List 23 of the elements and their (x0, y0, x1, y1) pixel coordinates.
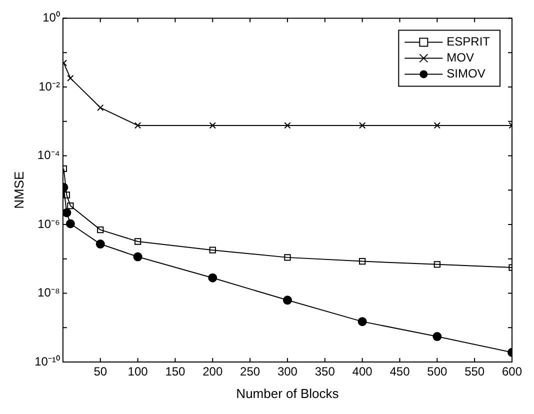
x-tick-label: 600 (502, 364, 522, 379)
x-tick-label: 50 (94, 364, 108, 379)
x-tick-label: 250 (240, 364, 260, 379)
legend-label: MOV (446, 50, 474, 65)
y-tick-label: 10⁻⁸ (38, 286, 60, 300)
x-tick-label: 500 (427, 364, 448, 379)
x-tick-label: 100 (128, 364, 148, 379)
legend-label: ESPRIT (446, 34, 491, 49)
x-tick-label: 200 (202, 364, 223, 379)
x-tick-label: 150 (165, 364, 186, 379)
y-tick-label: 10⁻⁶ (38, 216, 60, 231)
x-tick-label: 550 (464, 364, 485, 379)
legend-label: SIMOV (446, 66, 486, 81)
x-tick-label: 350 (314, 364, 336, 379)
y-tick-label: 10⁻¹⁰ (34, 354, 60, 368)
y-tick-label: 10⁻² (38, 79, 60, 94)
x-axis-title: Number of Blocks (236, 386, 340, 401)
y-tick-label: 10⁻⁴ (37, 148, 60, 162)
y-axis-title: NMSE (11, 170, 26, 209)
x-tick-label: 300 (277, 364, 298, 379)
x-tick-label: 450 (390, 364, 410, 379)
x-tick-label: 400 (352, 364, 373, 379)
y-tick-label: 10⁰ (42, 10, 60, 25)
